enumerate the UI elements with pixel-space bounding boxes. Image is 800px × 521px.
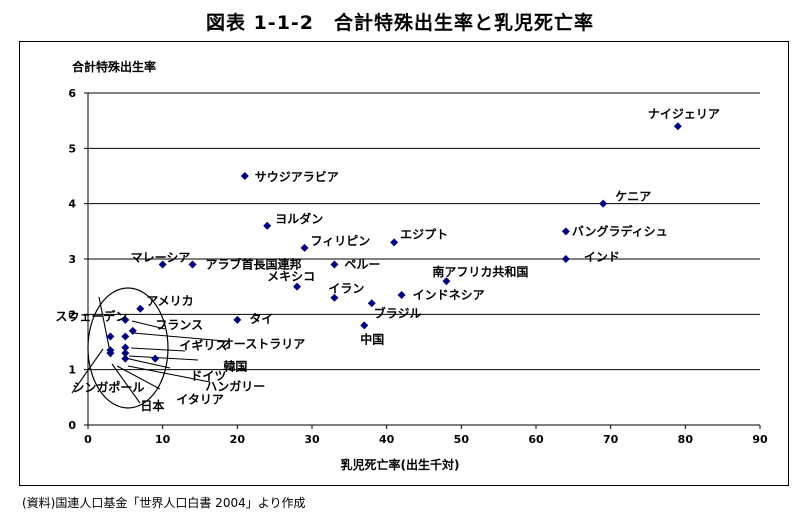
x-tick-label: 60 [528,433,544,446]
y-axis-title: 合計特殊出生率 [72,60,157,74]
point-label: アラブ首長国連邦 [206,257,302,272]
data-point [128,326,137,335]
y-tick-label: 1 [68,364,76,377]
data-point [561,227,570,236]
data-point [158,260,167,269]
x-tick-label: 30 [304,433,320,446]
data-point [121,349,130,358]
point-label: オーストラリア [222,337,305,351]
page-title: 図表 1-1-2 合計特殊出生率と乳児死亡率 [205,12,595,34]
leader-line [128,355,199,361]
point-label: 南アフリカ共和国 [432,264,528,279]
data-point [121,332,130,341]
point-label: ハンガリー [205,379,265,394]
data-point [360,321,369,330]
data-point [121,315,130,324]
x-tick-label: 80 [678,433,694,446]
y-tick-label: 4 [68,198,76,211]
leader-line [127,365,211,383]
data-point [263,221,272,230]
data-point [240,172,249,180]
leader-line [124,357,171,369]
data-point [121,354,130,363]
data-point [233,315,242,324]
y-tick-label: 2 [68,308,76,321]
point-label: バングラディシュ [572,223,668,238]
point-label: フィリピン [311,234,371,248]
point-label: シンガポール [72,379,144,394]
point-label: ヨルダン [275,211,323,226]
data-point [188,260,197,269]
leader-line [130,347,186,352]
cluster-ellipse [87,287,169,409]
point-label: 中国 [360,331,384,346]
source-note: (資料)国連人口基金「世界人口白書 2004」より作成 [22,496,306,510]
leader-line [111,363,141,404]
data-point [367,299,376,308]
data-points [106,122,682,363]
x-tick-label: 0 [84,433,92,446]
x-tick-label: 10 [155,433,171,446]
data-point [121,343,130,352]
point-label: インド [584,250,620,264]
data-point [442,277,451,286]
chart-frame [19,41,789,486]
data-point [300,243,309,252]
leader-line [71,348,104,394]
point-label: ナイジェリア [648,107,720,121]
point-label: ケニア [615,190,651,204]
data-point [673,122,682,131]
point-label: タイ [249,312,273,326]
x-tick-label: 70 [603,433,619,446]
grid-lines [88,92,760,371]
data-point [330,260,339,269]
y-tick-label: 3 [68,253,76,266]
point-label: ペルー [344,258,380,272]
point-label: イラン [328,282,364,296]
leader-line [132,332,226,342]
data-point [293,282,302,291]
point-label: イギリス [179,337,227,352]
point-label: スウェーデン [55,308,127,323]
data-point [151,354,160,363]
leader-line [131,320,166,330]
x-tick-label: 20 [230,433,246,446]
point-label: 韓国 [223,359,247,374]
point-label: ドイツ [190,369,226,383]
x-tick-label: 50 [454,433,470,446]
point-label: インドネシア [413,288,485,302]
point-label: アメリカ [146,294,193,308]
point-label: エジプト [400,226,448,241]
x-axis-title: 乳児死亡率(出生千対) [340,458,460,472]
point-label: マレーシア [131,251,191,265]
point-label: メキシコ [267,270,315,284]
point-label: フランス [155,318,203,332]
data-point [106,349,115,358]
point-label: サウジアラビア [255,169,339,184]
annotations [71,287,226,409]
point-label: イタリア [176,393,224,407]
x-tick-label: 90 [752,433,768,446]
point-label: ブラジル [374,305,422,320]
data-point [599,199,608,208]
y-tick-label: 5 [68,142,76,155]
data-point [330,293,339,302]
x-tick-label: 40 [379,433,395,446]
leader-line [98,296,112,358]
y-tick-label: 0 [68,419,76,432]
data-point [397,290,406,299]
point-label: 日本 [140,398,164,413]
data-point [136,304,145,313]
y-tick-label: 6 [68,87,76,100]
data-point [106,332,115,341]
data-point [561,255,570,263]
leader-line [116,365,161,390]
data-point [390,238,399,247]
